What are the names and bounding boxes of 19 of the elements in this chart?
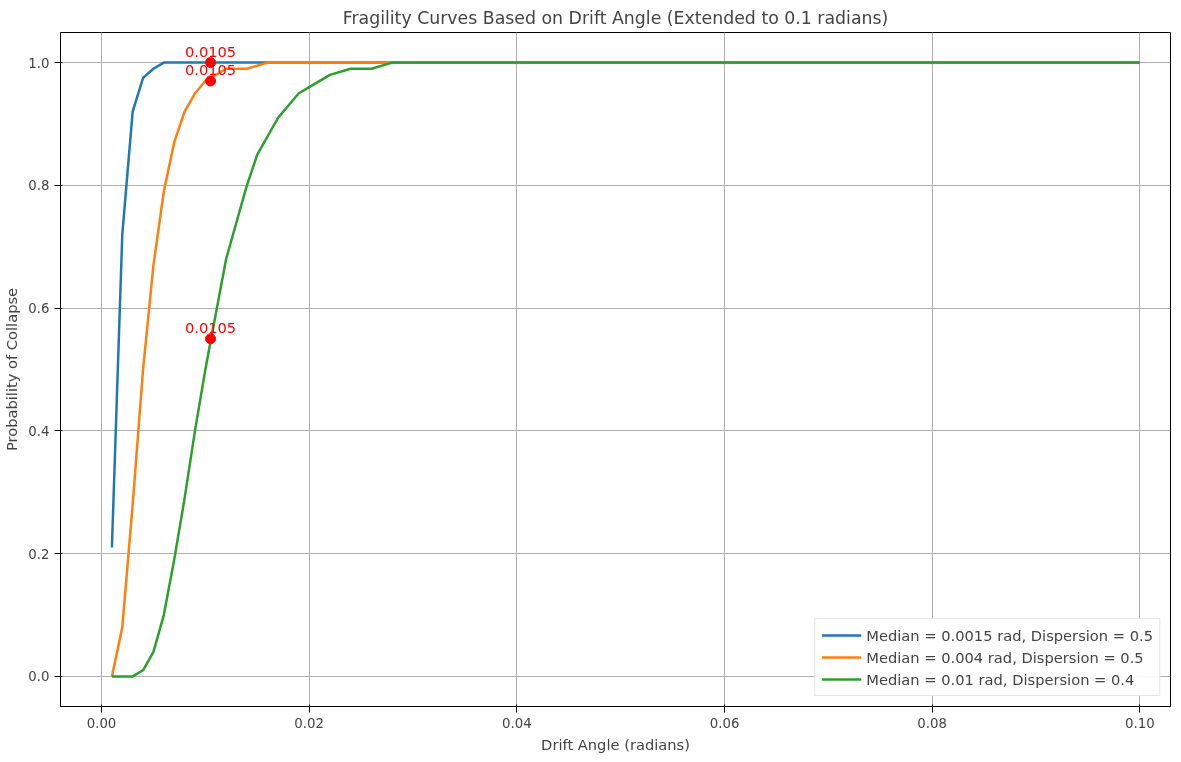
y-tick-label: 0.8 [28, 178, 50, 194]
y-tick-label: 1.0 [28, 55, 50, 71]
y-tick-label: 0.0 [28, 669, 50, 685]
legend-label: Median = 0.01 rad, Dispersion = 0.4 [866, 670, 1135, 688]
x-tick-label: 0.02 [294, 715, 325, 731]
chart-title: Fragility Curves Based on Drift Angle (Extended to 0.1 radians) [342, 7, 889, 28]
x-tick-label: 0.06 [709, 715, 740, 731]
x-tick-label: 0.04 [502, 715, 532, 731]
annotation: 0.0105 [184, 42, 237, 60]
y-tick-label: 0.2 [28, 546, 50, 562]
x-tick-label: 0.08 [917, 715, 948, 731]
x-axis-title: Drift Angle (radians) [541, 735, 690, 753]
legend-label: Median = 0.0015 rad, Dispersion = 0.5 [866, 626, 1153, 644]
y-tick-label: 0.6 [28, 301, 50, 317]
legend-label: Median = 0.004 rad, Dispersion = 0.5 [866, 648, 1144, 666]
x-tick-label: 0.00 [86, 715, 117, 731]
y-axis-title: Probability of Collapse [3, 287, 21, 452]
y-tick-label: 0.4 [28, 423, 50, 439]
x-tick-label: 0.10 [1125, 715, 1155, 731]
